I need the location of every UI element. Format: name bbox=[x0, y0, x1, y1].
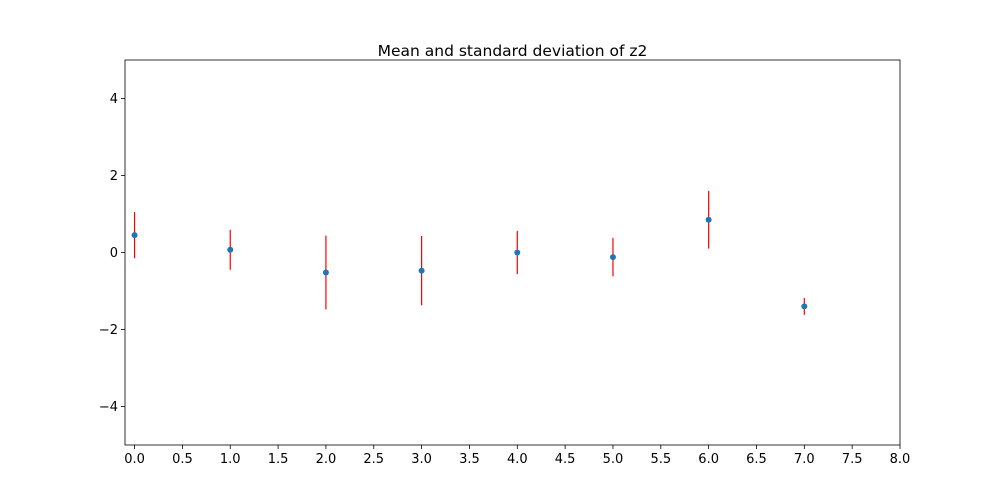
x-tick-label: 1.0 bbox=[220, 452, 241, 467]
x-tick-label: 0.5 bbox=[172, 452, 193, 467]
x-tick-label: 6.0 bbox=[698, 452, 719, 467]
x-tick-label: 2.5 bbox=[363, 452, 384, 467]
data-point bbox=[418, 267, 425, 274]
x-tick-label: 4.5 bbox=[555, 452, 576, 467]
y-tick-label: −4 bbox=[99, 400, 118, 415]
y-tick-label: 4 bbox=[110, 92, 118, 107]
y-tick-label: 0 bbox=[110, 246, 118, 261]
x-tick-label: 3.0 bbox=[411, 452, 432, 467]
x-tick-label: 8.0 bbox=[890, 452, 911, 467]
data-point bbox=[322, 269, 329, 276]
mean-points bbox=[131, 216, 808, 310]
x-tick-label: 3.5 bbox=[459, 452, 480, 467]
x-tick-label: 4.0 bbox=[507, 452, 528, 467]
x-tick-label: 5.5 bbox=[650, 452, 671, 467]
x-tick-label: 7.5 bbox=[842, 452, 863, 467]
errorbars bbox=[133, 190, 805, 315]
data-point bbox=[801, 303, 808, 310]
x-axis-ticks: 0.0 0.5 1.0 1.5 2.0 2.5 3.0 3.5 4.0 4.5 5.0 5.5 6.0 6… bbox=[124, 445, 910, 467]
y-tick-label: −2 bbox=[99, 323, 118, 338]
chart-title: Mean and standard deviation of z2 bbox=[378, 42, 648, 60]
plot-area-frame bbox=[124, 59, 901, 446]
x-tick-label: 7.0 bbox=[794, 452, 815, 467]
x-tick-label: 5.0 bbox=[603, 452, 624, 467]
data-point bbox=[514, 249, 521, 256]
data-point bbox=[609, 254, 616, 261]
y-tick-label: 2 bbox=[110, 169, 118, 184]
x-tick-label: 1.5 bbox=[268, 452, 289, 467]
y-axis-ticks: −4 −2 0 2 4 bbox=[99, 92, 125, 415]
data-point bbox=[227, 246, 234, 253]
data-point bbox=[131, 232, 138, 239]
x-tick-label: 0.0 bbox=[124, 452, 145, 467]
x-tick-label: 2.0 bbox=[316, 452, 337, 467]
data-point bbox=[705, 216, 712, 223]
x-tick-label: 6.5 bbox=[746, 452, 767, 467]
